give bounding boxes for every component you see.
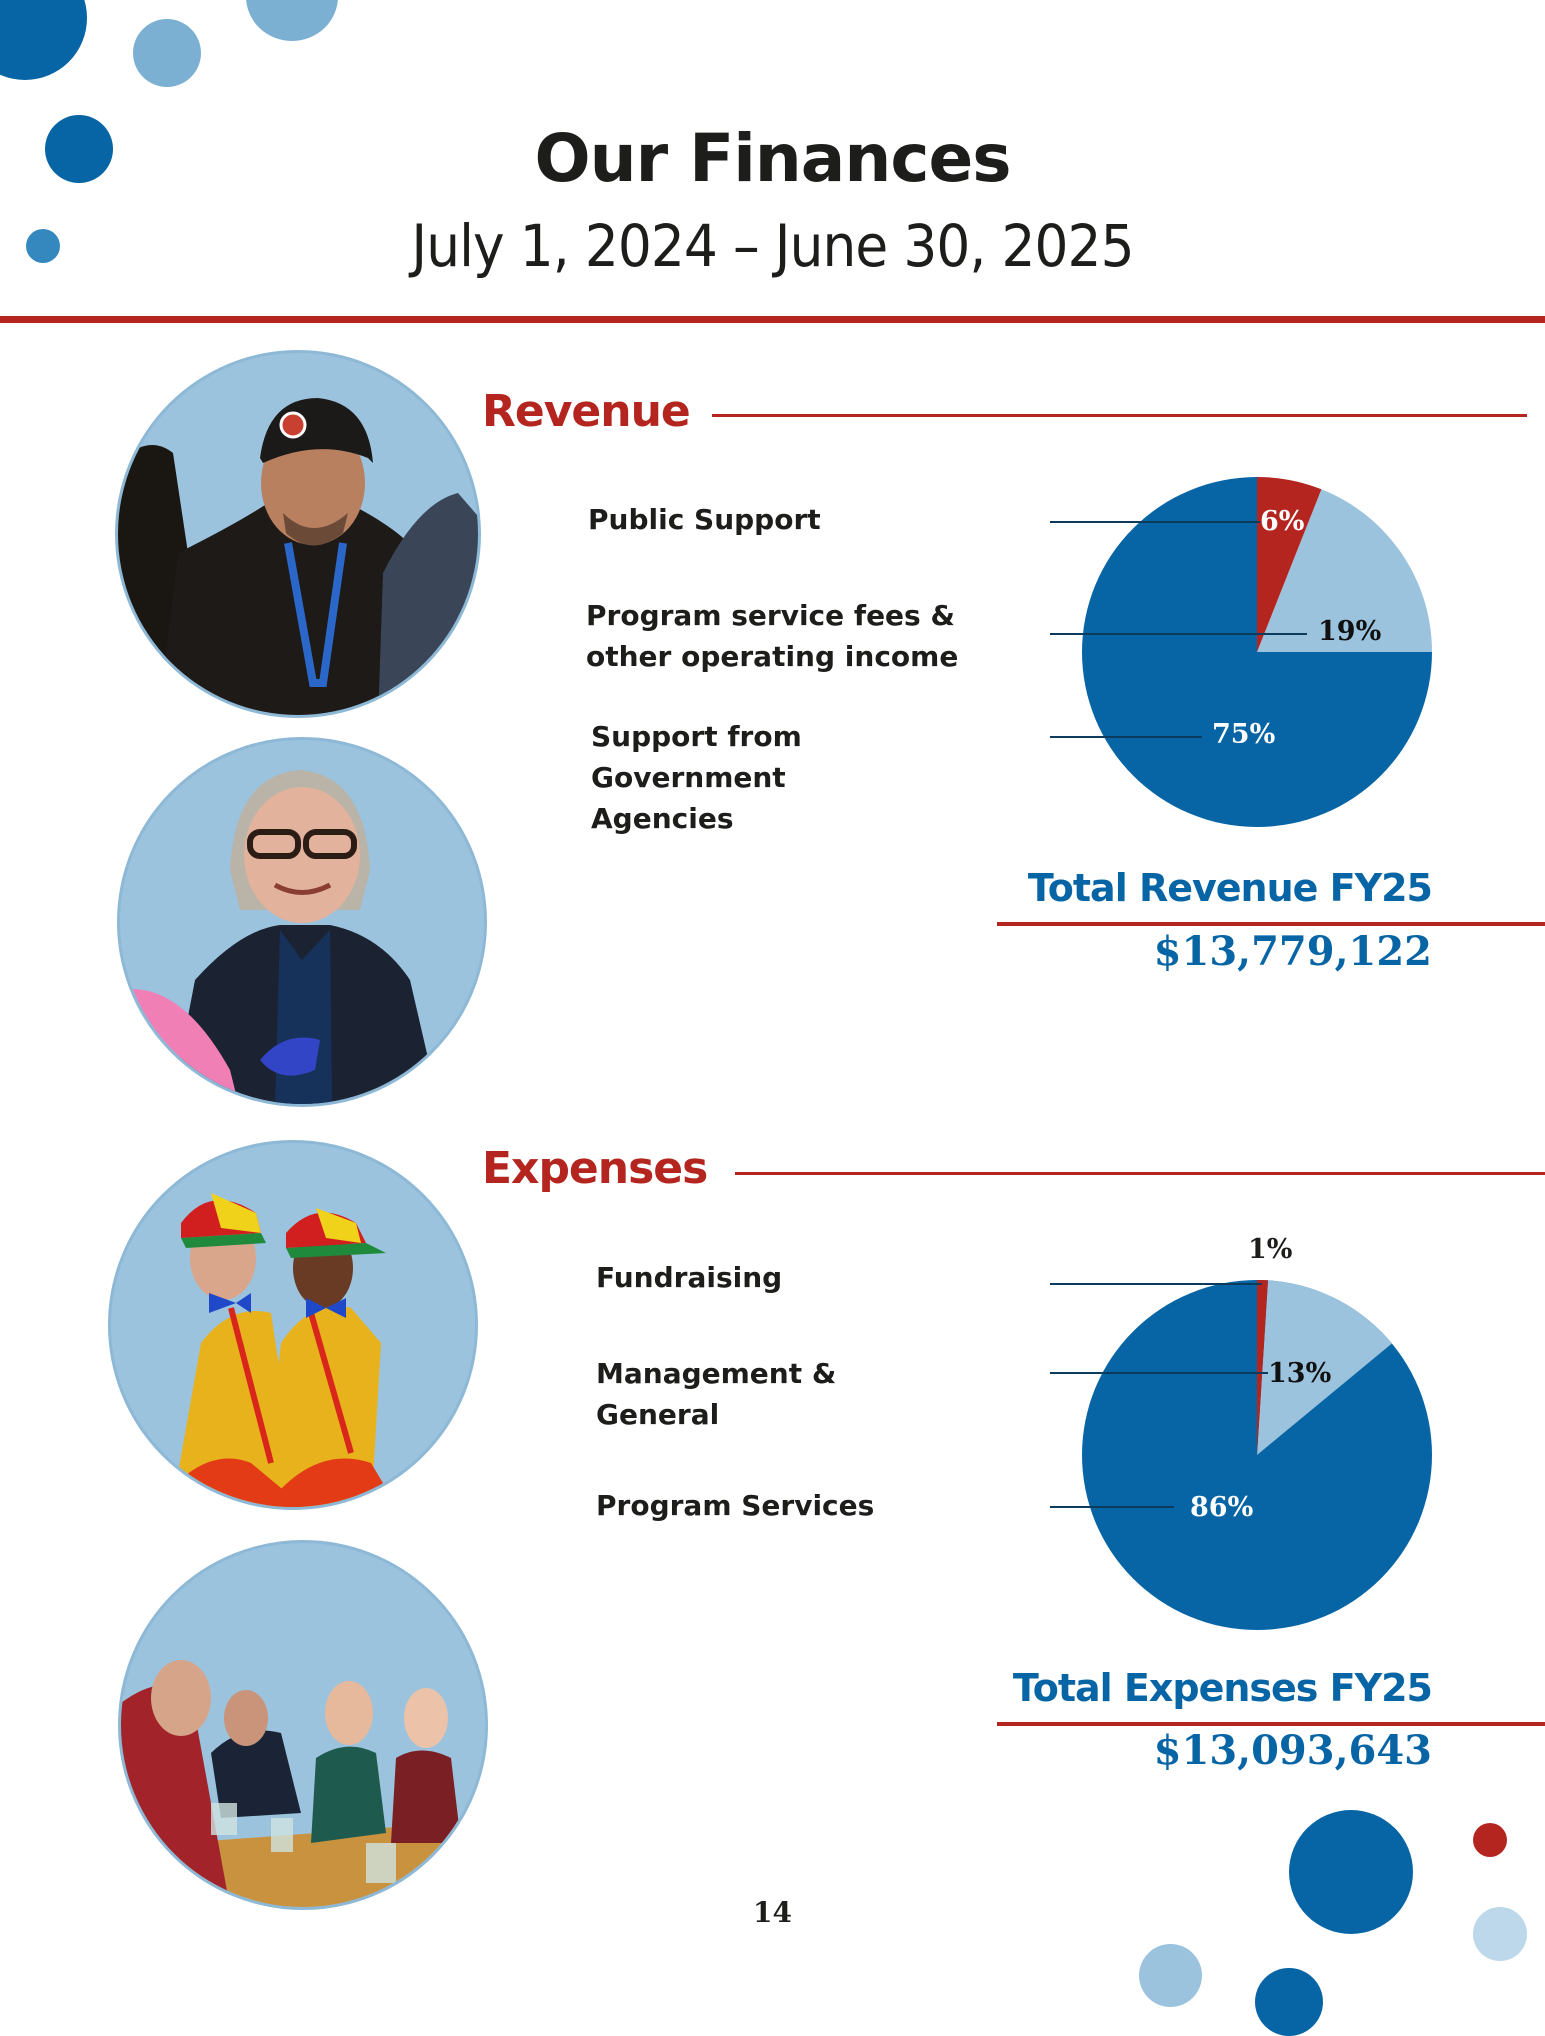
decorative-dot: [26, 229, 60, 263]
decorative-dot: [133, 19, 201, 87]
total-expenses-rule: [997, 1722, 1545, 1726]
expenses-pie-chart: 1% 13% 86%: [1050, 1234, 1432, 1630]
photo-illustration: [118, 398, 478, 715]
pie-slice-public-support: [1257, 477, 1322, 652]
photo-illustration: [155, 1193, 398, 1507]
pie-value-label: 6%: [1260, 506, 1304, 537]
decorative-dot: [0, 0, 87, 80]
revenue-label-public-support: Public Support: [588, 503, 821, 536]
photo-man-beanie: [115, 350, 481, 718]
pie-value-label: 75%: [1212, 719, 1275, 750]
expenses-heading-rule: [735, 1172, 1545, 1175]
expenses-label-program-services: Program Services: [596, 1489, 875, 1522]
total-revenue-label: Total Revenue FY25: [1027, 866, 1433, 910]
expenses-label-fundraising: Fundraising: [596, 1261, 783, 1294]
photo-illustration: [121, 1660, 485, 1907]
pie-slice-management: [1257, 1280, 1392, 1455]
pie-value-label: 13%: [1268, 1358, 1331, 1389]
pie-slice-program-fees: [1257, 489, 1432, 652]
decorative-dot: [1139, 1944, 1202, 2007]
total-revenue-amount: $13,779,122: [1153, 928, 1432, 975]
decorative-dot: [45, 115, 113, 183]
pie-value-label: 1%: [1248, 1234, 1292, 1265]
revenue-heading: Revenue: [482, 386, 691, 437]
total-expenses-amount: $13,093,643: [1153, 1727, 1432, 1774]
header-divider: [0, 316, 1545, 323]
expenses-heading: Expenses: [482, 1143, 708, 1194]
decorative-dot: [1473, 1823, 1507, 1857]
decorative-dot: [1255, 1968, 1323, 2036]
total-expenses-label: Total Expenses FY25: [1012, 1666, 1433, 1710]
total-revenue-rule: [997, 922, 1545, 926]
revenue-pie-chart: 6% 19% 75%: [1050, 477, 1432, 827]
decorative-dot: [246, 0, 338, 41]
expenses-label-management: Management & General: [596, 1357, 837, 1431]
photo-two-women-costumes: [108, 1140, 478, 1510]
page-title: Our Finances: [534, 120, 1011, 197]
photo-woman-glasses: [117, 737, 487, 1107]
revenue-heading-rule: [712, 414, 1527, 417]
pie-value-label: 19%: [1318, 616, 1381, 647]
page-number: 14: [753, 1896, 792, 1929]
revenue-label-government: Support from Government Agencies: [591, 720, 802, 835]
pie-value-label: 86%: [1190, 1492, 1253, 1523]
revenue-label-program-fees: Program service fees & other operating i…: [586, 599, 959, 673]
photo-group-bingo: [118, 1540, 488, 1910]
photo-illustration: [120, 770, 439, 1104]
decorative-dot: [1473, 1907, 1527, 1961]
pie-slice-fundraising: [1257, 1279, 1268, 1455]
decorative-dot: [1289, 1810, 1413, 1934]
page-subtitle-date-range: July 1, 2024 – June 30, 2025: [411, 212, 1134, 280]
